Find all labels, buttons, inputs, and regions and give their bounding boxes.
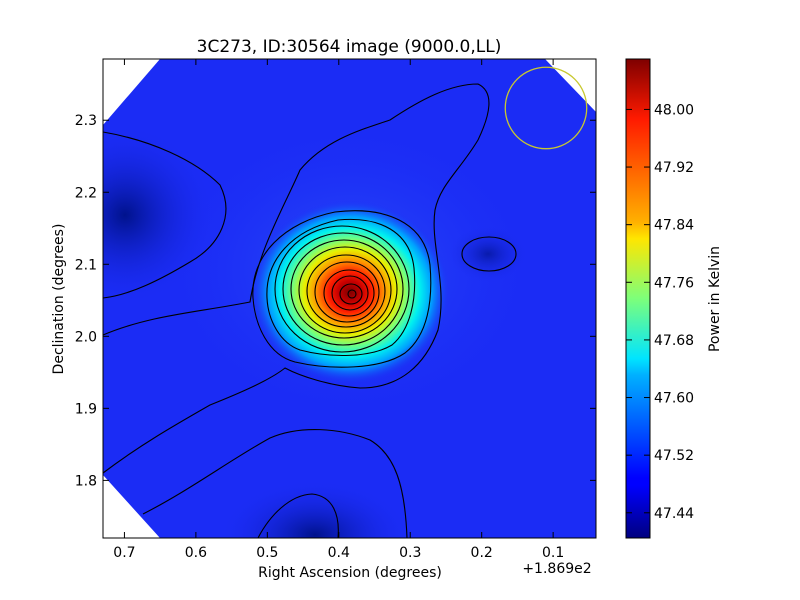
colorbar-gradient — [625, 58, 651, 539]
contour-peak — [347, 289, 357, 299]
colorbar-tick-label: 47.92 — [654, 160, 694, 176]
contour-4 — [282, 232, 404, 346]
x-tick-label: 0.4 — [328, 545, 350, 561]
x-tick-label: 0.6 — [185, 545, 207, 561]
y-tick-label: 2.2 — [75, 185, 97, 201]
x-tick-label: 0.1 — [542, 545, 564, 561]
contour-8 — [314, 261, 380, 323]
contour-2 — [266, 218, 416, 356]
y-axis-ticks: 1.8 1.9 2.0 2.1 2.2 2.3 — [75, 113, 596, 489]
x-tick-label: 0.7 — [113, 545, 135, 561]
colorbar-tick-label: 48.00 — [654, 102, 694, 118]
contour-3 — [274, 225, 410, 353]
contour-11 — [339, 283, 363, 305]
x-tick-label: 0.5 — [256, 545, 278, 561]
contour-1 — [252, 210, 432, 368]
contour-7 — [306, 254, 386, 328]
colorbar-tick-label: 47.68 — [654, 333, 694, 349]
colorbar-tick-label: 47.76 — [654, 275, 694, 291]
colorbar-ticks: 48.00 47.92 47.84 47.76 47.68 47.60 47.52 47.44 — [626, 102, 694, 522]
x-axis-label: Right Ascension (degrees) — [258, 565, 442, 581]
colorbar-tick-label: 47.84 — [654, 218, 694, 234]
contour-10 — [331, 275, 369, 311]
beam-circle — [504, 66, 588, 150]
colorbar-label: Power in Kelvin — [707, 246, 723, 352]
contour-east — [461, 236, 517, 272]
contour-5 — [290, 239, 398, 339]
x-axis-ticks: 0.7 0.6 0.5 0.4 0.3 0.2 0.1 — [113, 59, 564, 561]
y-tick-label: 2.1 — [75, 257, 97, 273]
x-axis-offset-text: +1.869e2 — [522, 561, 591, 577]
heatmap-image — [103, 59, 596, 538]
contour-lines — [103, 83, 517, 538]
contour-outer-envelope — [103, 83, 490, 474]
colorbar-tick-label: 47.44 — [654, 506, 694, 522]
y-tick-label: 1.8 — [75, 473, 97, 489]
source-emission — [250, 200, 450, 384]
contour-west — [103, 131, 227, 299]
colorbar-tick-label: 47.52 — [654, 448, 694, 464]
contour-south-inner — [257, 493, 339, 538]
colorbar-tick-label: 47.60 — [654, 391, 694, 407]
contour-south — [142, 428, 408, 538]
dark-region-east — [448, 226, 528, 282]
x-tick-label: 0.2 — [471, 545, 493, 561]
y-tick-label: 2.0 — [75, 329, 97, 345]
contour-6 — [298, 246, 392, 334]
x-tick-label: 0.3 — [399, 545, 421, 561]
y-tick-label: 2.3 — [75, 113, 97, 129]
dark-region-west — [103, 125, 215, 305]
contour-9 — [323, 269, 375, 317]
chart-title: 3C273, ID:30564 image (9000.0,LL) — [197, 37, 502, 57]
y-tick-label: 1.9 — [75, 401, 97, 417]
y-axis-label: Declination (degrees) — [51, 224, 67, 375]
plot-frame — [102, 58, 597, 539]
